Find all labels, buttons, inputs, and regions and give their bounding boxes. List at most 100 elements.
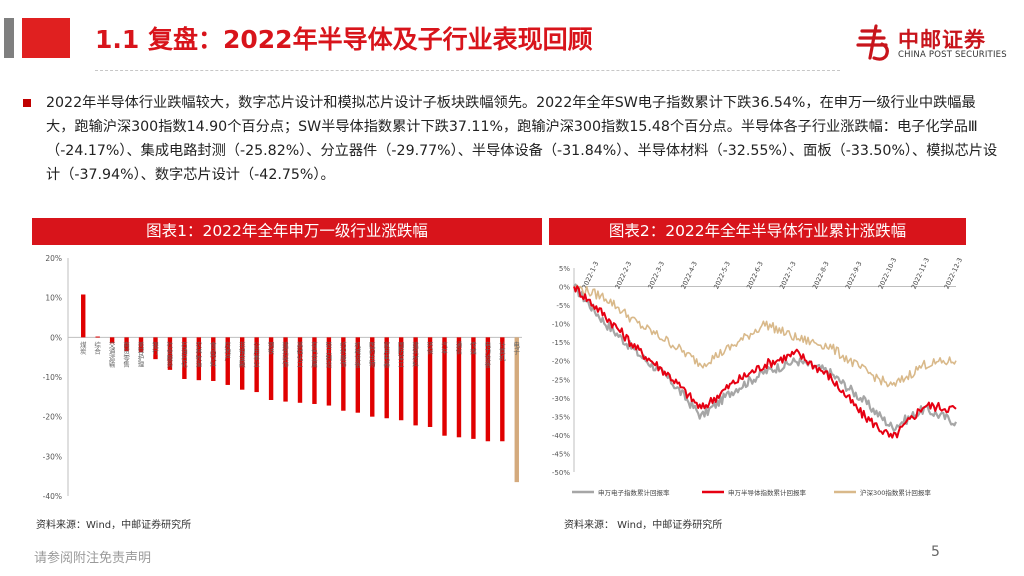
chart2-x-tick-label: 2022-1-3 xyxy=(581,260,601,290)
chart2-legend-label: 申万半导体指数累计回报率 xyxy=(728,488,807,497)
chart1-bar xyxy=(456,337,462,438)
title-decoration-gray-bar xyxy=(4,18,14,58)
chart1-category-label: 基础化工 xyxy=(295,340,303,368)
chart2-x-tick-label: 2022-8-3 xyxy=(811,260,831,290)
chart2-y-tick-label: 5% xyxy=(559,265,570,273)
chart1-category-label: 钢铁 xyxy=(266,341,274,356)
chart1-category-label: 非银金融 xyxy=(237,340,245,369)
logo-emblem-icon xyxy=(856,24,889,61)
chart1-bar xyxy=(312,337,317,404)
chart1-category-label: 传媒 xyxy=(468,340,476,356)
chart2-y-tick-label: -40% xyxy=(552,432,570,440)
chart2-x-tick-label: 2022-2-3 xyxy=(613,260,633,290)
chart1-category-label: 家用电器 xyxy=(382,340,390,369)
chart2-y-tick-label: -15% xyxy=(552,339,570,347)
chart2-legend-label: 沪深300指数累计回报率 xyxy=(860,488,931,497)
chart1-bar xyxy=(341,337,346,411)
chart1-y-tick-label: 0% xyxy=(50,333,62,342)
chart1-bar xyxy=(81,294,86,338)
chart1-bar xyxy=(297,337,303,403)
chart2-x-tick-label: 2022-10-3 xyxy=(877,258,898,290)
chart1-bar xyxy=(153,337,158,360)
chart1-bar xyxy=(398,337,404,421)
chart2-series-line xyxy=(573,284,957,388)
chart1-bar xyxy=(182,337,187,379)
chart1-bar xyxy=(442,337,447,436)
chart1-bar xyxy=(268,337,274,401)
summary-paragraph: 2022年半导体行业跌幅较大，数字芯片设计和模拟芯片设计子板块跌幅领先。2022… xyxy=(46,95,998,183)
chart1-category-label: 石油石化 xyxy=(179,341,187,369)
chart2-y-tick-label: -25% xyxy=(552,376,570,384)
chart2-series-line xyxy=(573,283,957,433)
chart2-source: 资料来源： Wind，中邮证券研究所 xyxy=(564,520,723,531)
chart1-category-label: 机械设备 xyxy=(353,340,361,369)
chart1-bar xyxy=(384,337,389,419)
chart1-bar xyxy=(326,337,332,406)
chart1-y-tick-label: -30% xyxy=(43,452,62,461)
semiconductor-cumulative-return-line-chart: 5% 0% -5% -10% -15% -20% -25% -30% -35% -40% -45% -… xyxy=(552,258,964,497)
chart1-bar xyxy=(413,337,418,426)
chart1-category-label: 轻工制造 xyxy=(324,340,332,369)
chart2-y-tick-label: -5% xyxy=(556,302,570,310)
chart1-bar xyxy=(254,337,259,393)
chart1-bar xyxy=(124,337,129,352)
chart1-category-label: 国防军工 xyxy=(396,341,404,368)
chart2-y-tick-label: -20% xyxy=(552,358,570,366)
chart1-category-label: 食品饮料 xyxy=(208,340,216,369)
chart2-x-tick-label: 2022-11-3 xyxy=(910,258,931,290)
page-number: 5 xyxy=(931,544,940,560)
chart2-legend-label: 申万电子指数累计回报率 xyxy=(598,488,670,497)
logo-name-cn: 中邮证券 xyxy=(898,28,986,52)
page-title: 1.1 复盘：2022年半导体及子行业表现回顾 xyxy=(95,25,593,54)
chart1-category-label: 建筑材料 xyxy=(411,340,419,369)
chart2-y-tick-label: -10% xyxy=(552,321,570,329)
chart1-header: 图表1：2022年全年申万一级行业涨跌幅 xyxy=(32,218,542,245)
chart2-y-tick-label: 0% xyxy=(559,284,570,292)
chart2-x-tick-label: 2022-9-3 xyxy=(844,260,864,290)
chart1-bar xyxy=(196,337,202,381)
chart1-bar xyxy=(485,337,491,442)
chart1-category-label: 环保 xyxy=(425,341,433,356)
chart1-bar xyxy=(500,337,505,442)
chart1-y-tick-label: -10% xyxy=(43,373,62,382)
chart2-x-tick-label: 2022-3-3 xyxy=(646,260,666,290)
chart1-bar xyxy=(355,337,361,413)
chart1-category-label: 商贸零售 xyxy=(122,340,130,369)
chart2-y-tick-label: -30% xyxy=(552,395,570,403)
chart2-y-tick-label: -45% xyxy=(552,450,570,458)
chart1-y-tick-label: 10% xyxy=(45,294,62,303)
title-decoration-red-block xyxy=(22,18,70,58)
chart1-bar xyxy=(211,337,216,381)
chart2-series-line xyxy=(573,285,957,439)
disclaimer-footer: 请参阅附注免责声明 xyxy=(34,551,152,566)
chart1-category-label: 电力设备 xyxy=(483,340,491,369)
chart1-bar xyxy=(225,337,230,385)
chart1-category-label: 银行 xyxy=(150,340,158,356)
chart1-bar xyxy=(109,337,115,344)
chart2-x-tick-label: 2022-7-3 xyxy=(778,260,798,290)
chart1-bar xyxy=(167,337,173,370)
chart2-x-tick-label: 2022-6-3 xyxy=(745,260,765,290)
chart1-category-label: 纺织服饰 xyxy=(338,340,346,369)
chart1-category-label: 农林牧渔 xyxy=(194,340,202,369)
chart1-category-label: 有色金属 xyxy=(309,340,317,369)
chart1-bar xyxy=(514,337,519,483)
chart2-y-tick-label: -50% xyxy=(552,469,570,477)
chart1-source: 资料来源：Wind，中邮证券研究所 xyxy=(36,520,192,531)
chart1-category-label: 医药生物 xyxy=(367,341,375,369)
chart2-header: 图表2：2022年全年半导体行业累计涨跌幅 xyxy=(549,218,966,245)
chart1-bar xyxy=(239,337,245,390)
chart2-x-tick-label: 2022-4-3 xyxy=(679,260,699,290)
title-divider xyxy=(95,70,840,71)
chart1-bar xyxy=(283,337,288,402)
chart1-category-label: 煤炭 xyxy=(78,340,86,356)
chart1-bar xyxy=(471,337,476,439)
chart1-bar xyxy=(370,337,375,417)
chart1-category-label: 计算机 xyxy=(497,340,505,362)
chart1-category-label: 汽车 xyxy=(440,340,448,356)
industry-return-bar-chart: 20% 10% 0% -10% -20% -30% -40% 煤炭 综合 交通运输 商贸零售 美容护理… xyxy=(43,254,522,501)
logo-name-en: CHINA POST SECURITIES xyxy=(898,50,1007,60)
chart1-category-label: 美容护理 xyxy=(136,340,144,368)
chart1-y-tick-label: -20% xyxy=(43,413,62,422)
chart1-y-tick-label: -40% xyxy=(43,492,62,501)
